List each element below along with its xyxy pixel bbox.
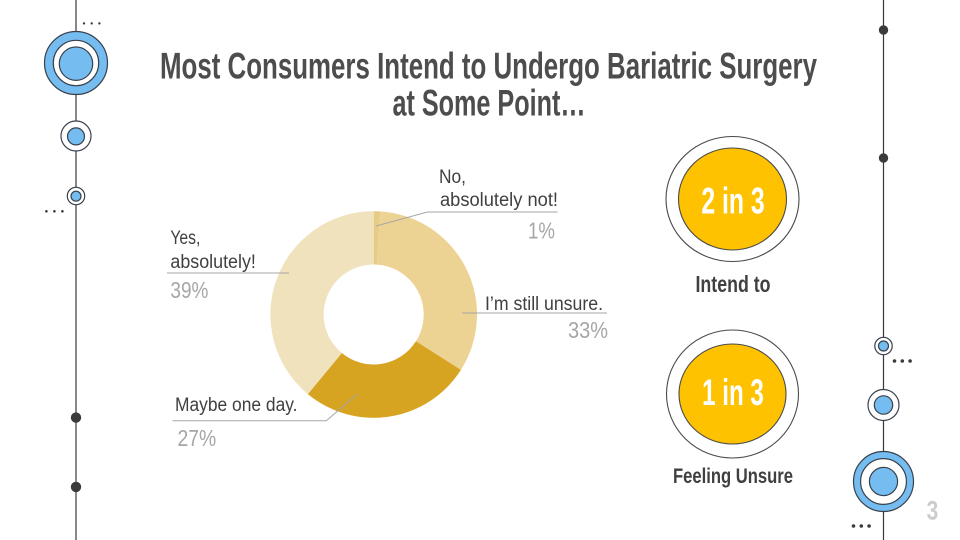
svg-text:absolutely not!: absolutely not!: [440, 190, 558, 211]
svg-text:1%: 1%: [528, 218, 555, 244]
svg-text:1 in 3: 1 in 3: [702, 372, 764, 413]
svg-text:39%: 39%: [170, 277, 208, 303]
svg-text:27%: 27%: [178, 425, 217, 451]
svg-text:Yes,: Yes,: [170, 228, 200, 249]
svg-text:2 in 3: 2 in 3: [701, 180, 764, 221]
svg-text:I’m still unsure.: I’m still unsure.: [485, 294, 603, 315]
svg-text:Feeling Unsure: Feeling Unsure: [673, 465, 793, 488]
svg-text:absolutely!: absolutely!: [170, 252, 256, 273]
svg-text:Intend to: Intend to: [696, 271, 771, 297]
svg-text:Most Consumers Intend to Under: Most Consumers Intend to Undergo Bariatr…: [160, 44, 817, 86]
svg-text:at Some Point…: at Some Point…: [393, 82, 586, 124]
svg-text:33%: 33%: [568, 317, 608, 343]
svg-text:3: 3: [927, 495, 939, 525]
svg-text:No,: No,: [439, 167, 466, 188]
svg-text:Maybe one day.: Maybe one day.: [175, 395, 298, 416]
